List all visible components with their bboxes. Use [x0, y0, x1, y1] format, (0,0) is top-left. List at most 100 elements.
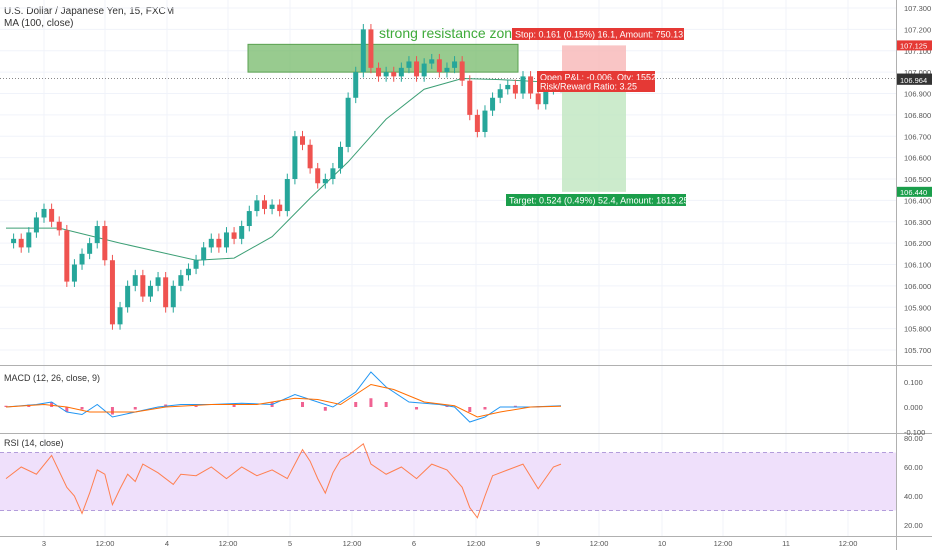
candle-body — [444, 67, 450, 73]
candle-body — [41, 208, 47, 218]
macd-tick-label: 0.100 — [904, 378, 923, 387]
candle-body — [132, 275, 138, 286]
x-tick-label: 12:00 — [96, 539, 115, 548]
price-badge: 106.964 — [900, 76, 927, 85]
candle-body — [300, 136, 306, 145]
ma-line — [6, 78, 562, 261]
rsi-tick-label: 60.00 — [904, 463, 923, 472]
macd-hist-bar — [384, 402, 388, 407]
signal-line — [5, 383, 562, 418]
y-tick-label: 106.500 — [904, 175, 931, 184]
x-tick-label: 4 — [165, 539, 169, 548]
candle-body — [383, 72, 389, 77]
candle-body — [452, 61, 458, 68]
candle-body — [406, 61, 412, 68]
rsi-tick-label: 40.00 — [904, 492, 923, 501]
rr-label-bg — [537, 80, 655, 92]
macd-hist-bar — [468, 407, 472, 412]
x-tick-label: 12:00 — [343, 539, 362, 548]
resistance-zone — [247, 43, 519, 73]
candle-body — [125, 285, 131, 308]
candle-body — [170, 285, 176, 308]
candle-body — [223, 232, 229, 248]
macd-hist-bar — [232, 404, 236, 407]
candle-body — [193, 260, 199, 269]
candle-body — [398, 67, 404, 77]
candle-body — [497, 89, 503, 98]
candle-body — [239, 226, 245, 239]
y-tick-label: 107.300 — [904, 4, 931, 13]
macd-tick-label: -0.100 — [904, 428, 925, 437]
candle-body — [87, 243, 93, 254]
candle-body — [79, 253, 85, 265]
candle-body — [535, 93, 541, 105]
candle-body — [33, 217, 39, 233]
candle-body — [482, 110, 488, 132]
candle-body — [330, 168, 336, 179]
candle-body — [520, 76, 526, 94]
candle-body — [56, 221, 62, 231]
macd-title: MACD (12, 26, close, 9) — [4, 373, 100, 383]
rr-label: Risk/Reward Ratio: 3.25 — [540, 82, 637, 92]
macd-hist-bar — [369, 398, 373, 407]
candle-body — [543, 89, 549, 105]
macd-hist-bar — [513, 405, 517, 407]
candle-body — [414, 61, 420, 77]
macd-hist-bar — [483, 407, 487, 410]
ma-legend: MA (100, close) — [4, 18, 74, 29]
y-tick-label: 106.200 — [904, 239, 931, 248]
candle-body — [178, 275, 184, 286]
candle-body — [140, 275, 146, 297]
candle-body — [49, 208, 55, 222]
candle-body — [155, 277, 161, 286]
candle-body — [345, 97, 351, 147]
price-badge-bg — [897, 40, 932, 51]
x-tick-label: 12:00 — [590, 539, 609, 548]
open-pl-label: Open P&L: -0.006, Qty: 1552 — [540, 73, 656, 83]
macd-hist-bar — [110, 407, 114, 415]
x-tick-label: 3 — [42, 539, 46, 548]
candle-body — [117, 307, 123, 325]
candle-body — [277, 204, 283, 212]
candle-body — [391, 72, 397, 77]
macd-hist-bar — [4, 405, 8, 407]
candle-body — [467, 80, 473, 115]
resistance-label: strong resistance zone — [379, 25, 520, 41]
rsi-line — [5, 442, 562, 519]
candle-body — [490, 97, 496, 111]
x-tick-label: 9 — [536, 539, 540, 548]
rsi-band — [0, 452, 896, 511]
y-tick-label: 105.800 — [904, 325, 931, 334]
candle-body — [474, 114, 480, 132]
x-tick-label: 12:00 — [839, 539, 858, 548]
candle-body — [459, 61, 465, 81]
candle-body — [436, 59, 442, 73]
macd-tick-label: 0.000 — [904, 403, 923, 412]
y-tick-label: 106.400 — [904, 196, 931, 205]
price-badge: 107.125 — [900, 41, 927, 50]
candle-body — [269, 204, 275, 209]
candle-body — [71, 264, 77, 282]
candle-body — [26, 232, 32, 248]
x-tick-label: 6 — [412, 539, 416, 548]
candle-body — [368, 29, 374, 68]
candle-body — [360, 29, 366, 73]
candle-body — [163, 277, 169, 308]
candle-body — [512, 84, 518, 94]
y-tick-label: 105.900 — [904, 303, 931, 312]
rsi-tick-label: 20.00 — [904, 521, 923, 530]
y-tick-label: 106.100 — [904, 261, 931, 270]
y-tick-label: 106.800 — [904, 111, 931, 120]
candle-body — [246, 211, 252, 227]
y-tick-label: 107.200 — [904, 25, 931, 34]
rsi-title: RSI (14, close) — [4, 438, 64, 448]
candle-body — [292, 136, 298, 179]
macd-hist-bar — [323, 407, 327, 411]
y-tick-label: 106.600 — [904, 154, 931, 163]
price-badge-bg — [897, 186, 932, 197]
macd-hist-bar — [301, 402, 305, 407]
candle-body — [109, 260, 115, 325]
y-tick-label: 106.000 — [904, 282, 931, 291]
candle-body — [11, 238, 17, 244]
